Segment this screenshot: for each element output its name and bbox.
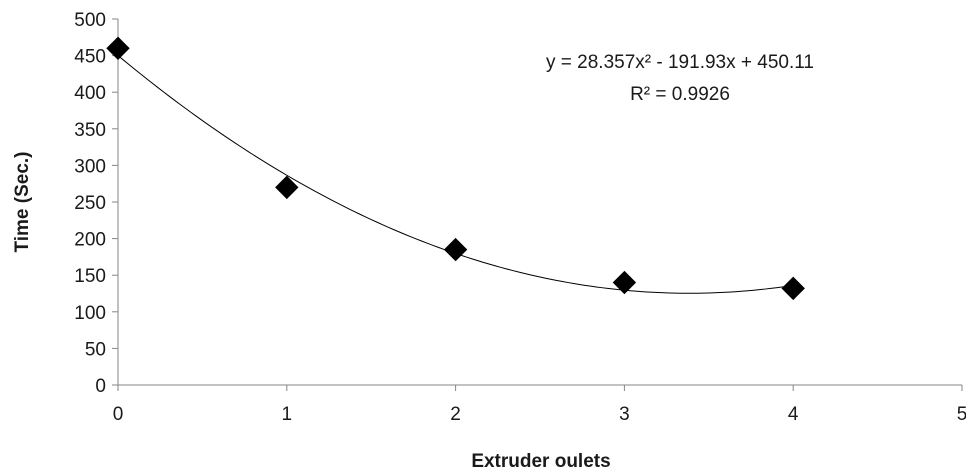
x-tick-label: 0	[113, 404, 124, 425]
y-tick-label: 0	[95, 376, 106, 397]
data-point	[443, 237, 468, 262]
x-tick-label: 3	[619, 404, 630, 425]
y-tick-label: 50	[85, 339, 106, 360]
trendline-equation: y = 28.357x² - 191.93x + 450.11	[546, 52, 814, 73]
y-tick-label: 300	[74, 156, 106, 177]
x-tick-label: 1	[282, 404, 293, 425]
y-axis-title: Time (Sec.)	[12, 151, 33, 252]
x-tick-label: 2	[450, 404, 461, 425]
y-tick-label: 250	[74, 193, 106, 214]
data-points	[106, 36, 805, 301]
tick-labels: 0 50 100 150 200 250 300 350 400 450 500 0 1 2 3 4 5	[74, 10, 966, 425]
y-tick-label: 400	[74, 83, 106, 104]
r-squared-label: R² = 0.9926	[630, 84, 730, 105]
data-point	[781, 276, 805, 301]
y-tick-label: 450	[74, 47, 106, 68]
y-tick-label: 500	[74, 10, 106, 31]
y-tick-label: 200	[74, 230, 106, 251]
x-tick-label: 4	[788, 404, 799, 425]
data-point	[106, 36, 130, 60]
y-tick-label: 350	[74, 120, 106, 141]
axes	[112, 18, 963, 391]
y-tick-label: 150	[74, 266, 106, 287]
data-point	[275, 175, 299, 200]
x-axis-title: Extruder oulets	[471, 451, 610, 472]
x-tick-label: 5	[957, 404, 966, 425]
data-point	[612, 270, 637, 295]
y-tick-label: 100	[74, 303, 106, 324]
